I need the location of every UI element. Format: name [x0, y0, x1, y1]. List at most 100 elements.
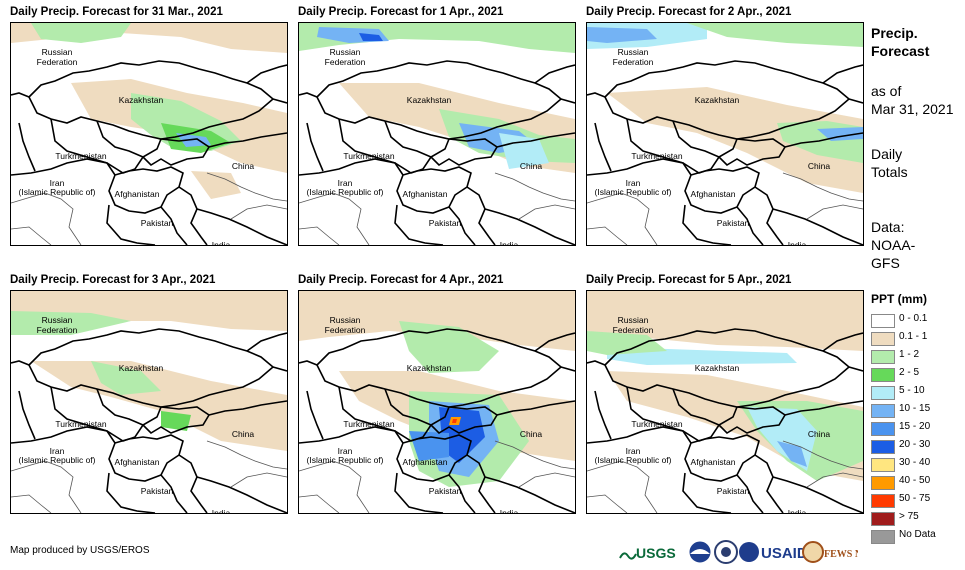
legend-swatch: [871, 386, 895, 400]
border-line: [142, 138, 211, 167]
country-label: Federation: [613, 325, 654, 335]
border-line: [11, 360, 287, 372]
legend-swatch: [871, 350, 895, 364]
precip-area: [607, 87, 863, 193]
border-line: [306, 390, 324, 440]
country-label: Kazakhstan: [119, 95, 164, 105]
border-line: [430, 138, 499, 167]
border-line: [108, 166, 184, 214]
precip-area: [587, 27, 657, 43]
border-line: [246, 64, 287, 84]
precip-map: Russian Federation Kazakhstan Turkmenistan I…: [586, 22, 864, 246]
border-line: [718, 138, 787, 167]
border-line: [196, 400, 287, 513]
border-line: [484, 132, 575, 245]
border-line: [18, 390, 36, 440]
border-line: [587, 158, 692, 176]
country-label: Afghanistan: [691, 457, 736, 467]
country-label: Kazakhstan: [695, 363, 740, 373]
border-line: [11, 460, 82, 513]
border-line: [299, 158, 404, 176]
border-line: [338, 118, 450, 174]
country-label: Federation: [325, 325, 366, 335]
precip-area: [687, 23, 863, 47]
usgs-logo-text: USGS: [636, 545, 676, 561]
legend-swatch: [871, 314, 895, 328]
legend-swatch: [871, 368, 895, 382]
border-line: [672, 120, 720, 158]
border-line: [96, 120, 144, 158]
border-line: [11, 494, 52, 513]
country-label: Pakistan: [141, 486, 174, 496]
border-line: [682, 472, 732, 513]
legend-swatch: [871, 512, 895, 526]
country-label: China: [232, 161, 254, 171]
legend-swatch: [871, 422, 895, 436]
country-label: Afghanistan: [691, 189, 736, 199]
border-line: [772, 400, 863, 513]
precip-area: [452, 419, 457, 423]
precip-area: [499, 133, 549, 169]
border-line: [316, 328, 563, 408]
border-line: [299, 226, 340, 245]
border-line: [50, 118, 162, 174]
country-label: India: [212, 240, 231, 245]
border-line: [534, 332, 575, 352]
legend-swatch: [871, 458, 895, 472]
border-line: [782, 172, 863, 202]
border-line: [718, 406, 787, 435]
precip-area: [359, 33, 383, 41]
country-label: Afghanistan: [403, 189, 448, 199]
border-line: [394, 472, 444, 513]
country-label: Iran: [50, 178, 65, 188]
country-label: Turkmenistan: [55, 419, 106, 429]
country-label: Iran: [338, 178, 353, 188]
precip-area: [817, 127, 863, 141]
border-line: [604, 60, 851, 140]
legend-label: 5 - 10: [899, 385, 925, 396]
border-line: [684, 434, 760, 482]
border-line: [142, 406, 211, 435]
border-line: [587, 192, 658, 245]
border-line: [736, 454, 784, 513]
precip-area: [587, 331, 667, 355]
country-label: (Islamic Republic of): [19, 187, 96, 197]
panel-title: Daily Precip. Forecast for 2 Apr., 2021: [586, 6, 792, 18]
fews-net-logo-icon: FEWS NET: [802, 541, 858, 563]
legend-swatch: [871, 476, 895, 490]
country-label: (Islamic Republic of): [19, 455, 96, 465]
side-asof-line1: as of: [871, 83, 902, 99]
precip-map: Russian Federation Kazakhstan Turkmenistan I…: [10, 290, 288, 514]
legend-label: 10 - 15: [899, 403, 931, 414]
border-line: [28, 328, 275, 408]
country-label: Iran: [626, 446, 641, 456]
country-label: Pakistan: [717, 486, 750, 496]
usaid-logo-text: USAID: [761, 545, 808, 562]
border-line: [18, 122, 36, 172]
border-line: [587, 226, 628, 245]
country-label: India: [500, 508, 519, 513]
border-line: [604, 328, 851, 408]
border-line: [396, 166, 472, 214]
precip-area: [31, 23, 131, 43]
border-line: [682, 204, 732, 245]
border-line: [316, 60, 563, 140]
side-asof-line2: Mar 31, 2021: [871, 101, 954, 117]
side-title: Precip. Forecast: [871, 24, 929, 60]
border-line: [587, 92, 863, 104]
country-label: India: [788, 508, 807, 513]
border-line: [448, 186, 496, 245]
border-line: [11, 158, 116, 176]
legend-swatch: [871, 530, 895, 544]
side-title-line2: Forecast: [871, 43, 930, 59]
precip-map: Russian Federation Kazakhstan Turkmenistan I…: [10, 22, 288, 246]
noaa-logo-icon: [688, 540, 712, 564]
legend-label: 30 - 40: [899, 457, 931, 468]
side-data-line1: Data:: [871, 219, 905, 235]
border-line: [160, 454, 208, 513]
panel-title: Daily Precip. Forecast for 4 Apr., 2021: [298, 274, 504, 286]
country-label: Pakistan: [141, 218, 174, 228]
legend-swatch: [871, 332, 895, 346]
